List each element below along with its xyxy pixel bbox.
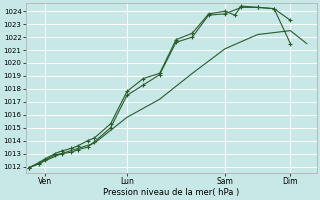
X-axis label: Pression niveau de la mer( hPa ): Pression niveau de la mer( hPa )	[103, 188, 239, 197]
